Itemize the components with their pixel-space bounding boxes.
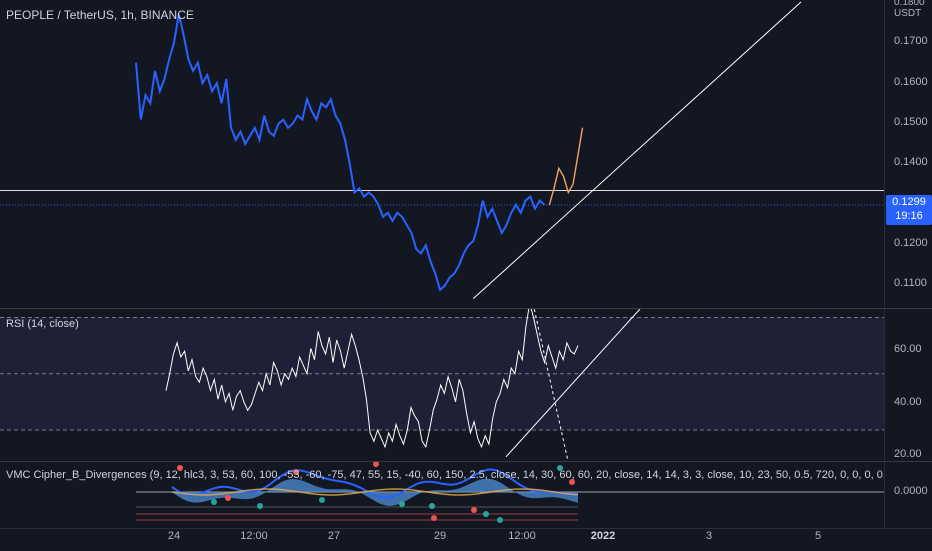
vmc-signal-dot xyxy=(257,503,263,509)
symbol-title[interactable]: PEOPLE / TetherUS, 1h, BINANCE xyxy=(6,8,194,22)
vmc-cipher-chart[interactable] xyxy=(0,462,932,528)
scale-label-0-1800: 0.1800 xyxy=(894,0,925,8)
vmc-signal-dot xyxy=(177,465,183,471)
last-price-value: 0.1299 xyxy=(892,196,926,208)
vmc-signal-dot xyxy=(557,465,563,471)
vmc-wave-area xyxy=(172,478,578,506)
vmc-signal-dot xyxy=(373,462,379,467)
vmc-signal-dot xyxy=(431,515,437,521)
rsi-scale-label-40: 40.00 xyxy=(894,396,922,408)
vmc-scale-label-zero: 0.0000 xyxy=(894,485,928,497)
vmc-signal-dot xyxy=(319,497,325,503)
vmc-signal-dot xyxy=(211,499,217,505)
vmc-signal-dot xyxy=(569,479,575,485)
rsi-divergence-line xyxy=(533,309,569,461)
time-label-3: 3 xyxy=(705,530,713,542)
rising-trendline xyxy=(472,1,802,300)
vmc-wave-line xyxy=(171,468,579,499)
scale-label-0-1700: 0.1700 xyxy=(894,35,928,47)
vmc-signal-dot xyxy=(399,501,405,507)
vmc-signal-dot xyxy=(225,495,231,501)
last-price-tag: 0.1299 19:16 xyxy=(886,195,932,225)
vmc-signal-dot xyxy=(471,507,477,513)
rsi-scale-label-20: 20.00 xyxy=(894,448,922,460)
scale-label-0-1100: 0.1100 xyxy=(894,277,927,289)
time-label-1200-b: 12:00 xyxy=(508,530,536,542)
scale-label-0-1200: 0.1200 xyxy=(894,237,928,249)
pane-separator-main-rsi[interactable] xyxy=(0,308,932,309)
time-label-5: 5 xyxy=(814,530,822,542)
rsi-title[interactable]: RSI (14, close) xyxy=(6,318,79,330)
pane-separator-rsi-vmc[interactable] xyxy=(0,461,932,462)
price-series-line xyxy=(135,13,546,292)
vmc-signal-dot xyxy=(497,517,503,523)
rsi-rising-trendline xyxy=(505,309,641,458)
vmc-signal-dot xyxy=(429,503,435,509)
vmc-title[interactable]: VMC Cipher_B_Divergences (9, 12, hlc3, 3… xyxy=(6,469,884,481)
vmc-signal-dot xyxy=(293,469,299,475)
rsi-chart[interactable] xyxy=(0,309,932,461)
price-scale[interactable] xyxy=(884,0,932,528)
vmc-money-flow-line xyxy=(171,488,579,496)
time-label-1200-a: 12:00 xyxy=(240,530,268,542)
price-chart[interactable] xyxy=(0,0,932,308)
rsi-line xyxy=(165,309,579,449)
time-label-2022: 2022 xyxy=(590,530,616,542)
scale-label-0-1500: 0.1500 xyxy=(894,116,928,128)
time-label-27: 27 xyxy=(327,530,341,542)
scale-label-0-1600: 0.1600 xyxy=(894,76,928,88)
time-label-29: 29 xyxy=(433,530,447,542)
price-projection-curve xyxy=(548,127,584,206)
rsi-scale-label-60: 60.00 xyxy=(894,343,922,355)
scale-label-0-1400: 0.1400 xyxy=(894,156,928,168)
bar-countdown: 19:16 xyxy=(895,210,923,222)
time-label-24: 24 xyxy=(167,530,181,542)
scale-unit: USDT xyxy=(894,8,922,19)
vmc-signal-dot xyxy=(483,511,489,517)
time-axis[interactable] xyxy=(0,528,932,551)
